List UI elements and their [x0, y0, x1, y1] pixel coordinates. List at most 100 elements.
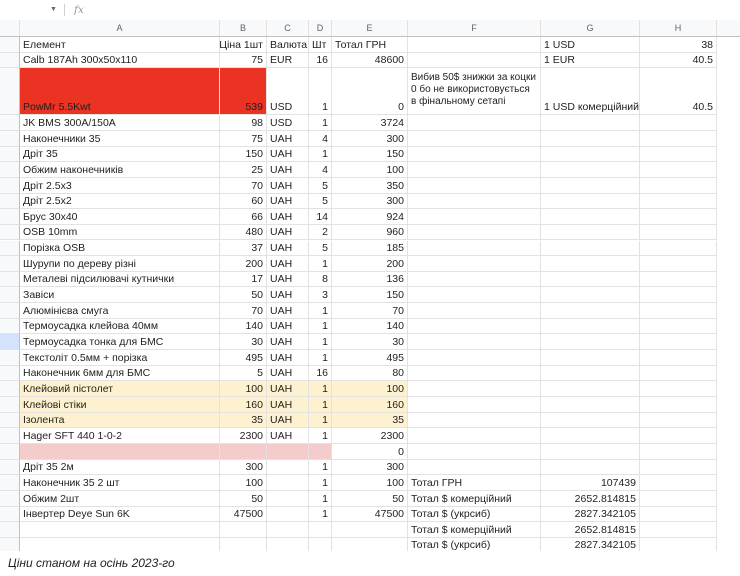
- column-header-h[interactable]: H: [640, 20, 717, 36]
- item-price[interactable]: 98: [220, 115, 267, 131]
- empty-cell[interactable]: [541, 318, 640, 335]
- empty-cell[interactable]: [267, 537, 309, 551]
- total-label[interactable]: Тотал $ комерційний: [408, 522, 541, 538]
- empty-cell[interactable]: [408, 459, 541, 476]
- empty-cell[interactable]: [640, 537, 717, 551]
- empty-cell[interactable]: [541, 240, 640, 257]
- item-name[interactable]: Текстоліт 0.5мм + порізка: [20, 350, 220, 366]
- empty-cell[interactable]: [640, 303, 717, 319]
- item-price[interactable]: 100: [220, 475, 267, 491]
- empty-cell[interactable]: [541, 177, 640, 194]
- item-name[interactable]: Металеві підсилювачі кутнички: [20, 271, 220, 288]
- item-name[interactable]: Завіси: [20, 287, 220, 304]
- item-total[interactable]: 160: [332, 397, 408, 413]
- item-name[interactable]: Наконечники 35: [20, 130, 220, 147]
- row-header[interactable]: [0, 443, 20, 460]
- empty-cell[interactable]: [640, 318, 717, 335]
- item-name[interactable]: Обжим наконечників: [20, 162, 220, 178]
- empty-cell[interactable]: [541, 271, 640, 288]
- empty-cell[interactable]: [541, 365, 640, 382]
- empty-cell[interactable]: [640, 365, 717, 382]
- row-header[interactable]: [0, 256, 20, 272]
- row-header[interactable]: [0, 52, 20, 69]
- item-total[interactable]: 50: [332, 490, 408, 507]
- row-header[interactable]: [0, 209, 20, 225]
- item-qty[interactable]: 1: [309, 475, 332, 491]
- item-qty[interactable]: 5: [309, 193, 332, 210]
- item-qty[interactable]: 1: [309, 412, 332, 429]
- item-currency[interactable]: UAH: [267, 365, 309, 382]
- item-currency[interactable]: UAH: [267, 130, 309, 147]
- row-header[interactable]: [0, 350, 20, 366]
- row-header[interactable]: [0, 224, 20, 241]
- item-total[interactable]: 960: [332, 224, 408, 241]
- empty-cell[interactable]: [332, 522, 408, 538]
- item-currency[interactable]: USD: [267, 68, 309, 116]
- empty-cell[interactable]: [408, 115, 541, 131]
- empty-cell[interactable]: [332, 537, 408, 551]
- empty-cell[interactable]: [309, 537, 332, 551]
- row-header[interactable]: [0, 177, 20, 194]
- item-total[interactable]: 0: [332, 443, 408, 460]
- item-total[interactable]: 495: [332, 350, 408, 366]
- total-label[interactable]: Тотал $ комерційний: [408, 490, 541, 507]
- item-currency[interactable]: UAH: [267, 193, 309, 210]
- item-currency[interactable]: UAH: [267, 318, 309, 335]
- item-currency[interactable]: UAH: [267, 177, 309, 194]
- empty-cell[interactable]: [640, 475, 717, 491]
- item-name[interactable]: OSB 10mm: [20, 224, 220, 241]
- item-currency[interactable]: [267, 443, 309, 460]
- empty-cell[interactable]: [640, 334, 717, 351]
- item-qty[interactable]: 4: [309, 162, 332, 178]
- item-name[interactable]: Шурупи по дереву різні: [20, 256, 220, 272]
- item-name[interactable]: Дріт 2.5x3: [20, 177, 220, 194]
- row-header[interactable]: [0, 381, 20, 397]
- empty-cell[interactable]: [640, 490, 717, 507]
- rate-label[interactable]: 1 EUR: [541, 52, 640, 69]
- empty-cell[interactable]: [408, 381, 541, 397]
- empty-cell[interactable]: [541, 443, 640, 460]
- empty-cell[interactable]: [408, 146, 541, 163]
- item-qty[interactable]: [309, 443, 332, 460]
- empty-cell[interactable]: [541, 193, 640, 210]
- empty-cell[interactable]: [541, 256, 640, 272]
- item-total[interactable]: 47500: [332, 506, 408, 523]
- empty-cell[interactable]: [408, 224, 541, 241]
- empty-cell[interactable]: [408, 350, 541, 366]
- empty-cell[interactable]: [541, 146, 640, 163]
- header-qty[interactable]: Шт: [309, 37, 332, 53]
- empty-cell[interactable]: [541, 428, 640, 444]
- item-name[interactable]: Calb 187Ah 300x50x110: [20, 52, 220, 69]
- empty-cell[interactable]: [408, 443, 541, 460]
- row-header[interactable]: [0, 459, 20, 476]
- item-currency[interactable]: UAH: [267, 287, 309, 304]
- empty-cell[interactable]: [541, 287, 640, 304]
- row-header[interactable]: [0, 522, 20, 538]
- empty-cell[interactable]: [408, 318, 541, 335]
- column-header-e[interactable]: E: [332, 20, 408, 36]
- item-currency[interactable]: UAH: [267, 271, 309, 288]
- empty-cell[interactable]: [541, 224, 640, 241]
- item-name[interactable]: Обжим 2шт: [20, 490, 220, 507]
- total-value[interactable]: 2652.814815: [541, 490, 640, 507]
- item-name[interactable]: Алюмінієва смуга: [20, 303, 220, 319]
- item-price[interactable]: 17: [220, 271, 267, 288]
- item-name[interactable]: Брус 30x40: [20, 209, 220, 225]
- item-qty[interactable]: 1: [309, 381, 332, 397]
- item-price[interactable]: 30: [220, 334, 267, 351]
- item-price[interactable]: 2300: [220, 428, 267, 444]
- item-price[interactable]: 66: [220, 209, 267, 225]
- item-price[interactable]: 60: [220, 193, 267, 210]
- item-price[interactable]: 70: [220, 177, 267, 194]
- empty-cell[interactable]: [640, 146, 717, 163]
- select-all-corner[interactable]: [0, 20, 20, 36]
- row-header[interactable]: [0, 130, 20, 147]
- rate-label[interactable]: 1 USD комерційний: [541, 68, 640, 116]
- item-currency[interactable]: UAH: [267, 209, 309, 225]
- item-total[interactable]: 35: [332, 412, 408, 429]
- item-total[interactable]: 136: [332, 271, 408, 288]
- item-name[interactable]: Термоусадка тонка для БМС: [20, 334, 220, 351]
- item-name[interactable]: Hager SFT 440 1-0-2: [20, 428, 220, 444]
- empty-cell[interactable]: [640, 115, 717, 131]
- rate-value[interactable]: 40.5: [640, 52, 717, 69]
